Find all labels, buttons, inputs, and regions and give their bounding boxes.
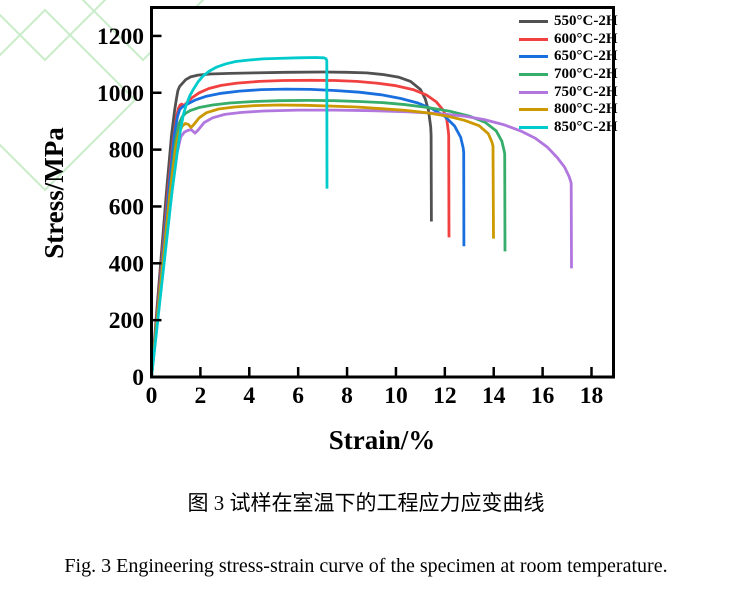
legend-swatch xyxy=(519,20,548,24)
legend-item: 800°C-2H xyxy=(519,101,618,119)
legend-item: 750°C-2H xyxy=(519,83,618,101)
watermark-diamonds xyxy=(0,0,205,192)
x-tick-label: 10 xyxy=(384,383,408,409)
x-axis-title: Strain/% xyxy=(329,425,436,455)
y-tick-label: 1200 xyxy=(97,24,144,50)
watermark-diamond xyxy=(0,0,107,62)
caption-english: Fig. 3 Engineering stress-strain curve o… xyxy=(64,555,668,577)
x-tick-label: 8 xyxy=(341,383,353,409)
y-tick-label: 200 xyxy=(109,308,144,334)
series-line-1 xyxy=(153,78,451,376)
caption-chinese: 图 3 试样在室温下的工程应力应变曲线 xyxy=(187,491,545,515)
watermark-diamond xyxy=(0,8,137,192)
legend-label: 600°C-2H xyxy=(554,30,618,47)
legend-swatch xyxy=(519,73,548,77)
x-tick-label: 6 xyxy=(292,383,304,409)
x-tick-label: 14 xyxy=(482,383,506,409)
watermark-diamond xyxy=(81,0,205,62)
y-axis-title: Stress/MPa xyxy=(39,127,69,259)
y-tick-label: 0 xyxy=(132,365,144,391)
legend: 550°C-2H 600°C-2H 650°C-2H 700°C-2H 750°C-2H… xyxy=(519,13,618,136)
plot-frame xyxy=(150,6,615,379)
y-tick-label: 1000 xyxy=(97,81,144,107)
legend-label: 850°C-2H xyxy=(554,118,618,135)
y-tick-label: 400 xyxy=(109,251,144,277)
legend-item: 550°C-2H xyxy=(519,13,618,31)
legend-label: 700°C-2H xyxy=(554,66,618,83)
legend-swatch xyxy=(519,37,548,41)
x-tick-label: 4 xyxy=(243,383,255,409)
legend-swatch xyxy=(519,125,548,129)
x-tick-label: 0 xyxy=(146,383,158,409)
series-line-3 xyxy=(153,99,507,376)
series-curves xyxy=(153,56,573,376)
legend-swatch xyxy=(519,90,548,94)
x-tick-label: 16 xyxy=(531,383,555,409)
legend-swatch xyxy=(519,55,548,59)
legend-label: 750°C-2H xyxy=(554,83,618,100)
legend-label: 800°C-2H xyxy=(554,101,618,118)
axis-tick-labels: 0 2 4 6 8 10 12 14 16 18 0 200 400 600 800 1000 1200 xyxy=(97,24,603,409)
y-tick-label: 800 xyxy=(109,138,144,164)
legend-item: 850°C-2H xyxy=(519,119,618,137)
legend-swatch xyxy=(519,108,548,112)
legend-label: 650°C-2H xyxy=(554,48,618,65)
series-line-4 xyxy=(153,108,573,376)
axis-ticks xyxy=(150,34,593,379)
legend-label: 550°C-2H xyxy=(554,13,618,30)
stress-strain-chart: 0 2 4 6 8 10 12 14 16 18 0 200 400 600 800 1000 1200 Str… xyxy=(39,6,615,455)
x-tick-label: 12 xyxy=(433,383,457,409)
watermark-pattern xyxy=(0,0,205,192)
series-line-6 xyxy=(153,56,329,376)
legend-item: 650°C-2H xyxy=(519,48,618,66)
legend-item: 600°C-2H xyxy=(519,31,618,49)
series-line-2 xyxy=(153,87,466,376)
x-tick-label: 18 xyxy=(580,383,604,409)
x-tick-label: 2 xyxy=(195,383,207,409)
legend-item: 700°C-2H xyxy=(519,66,618,84)
y-tick-label: 600 xyxy=(109,194,144,220)
